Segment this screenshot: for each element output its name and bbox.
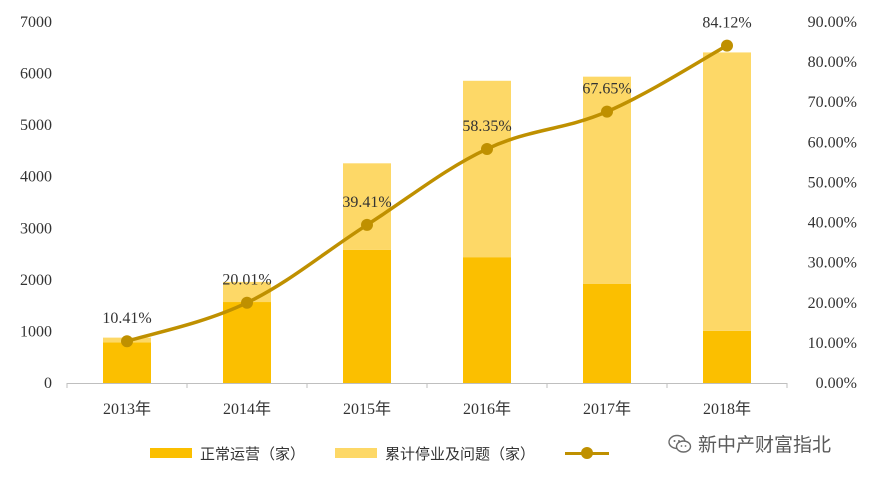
bar-normal	[223, 302, 271, 383]
rate-point	[721, 39, 733, 52]
rate-label: 10.41%	[102, 310, 151, 327]
rate-point	[601, 105, 613, 118]
rate-point	[361, 218, 373, 231]
legend-swatch-rate	[565, 447, 610, 459]
rate-label: 39.41%	[342, 194, 391, 211]
right-tick-label: 90.00%	[808, 14, 857, 31]
right-tick-label: 10.00%	[808, 335, 857, 352]
line-series	[121, 39, 733, 348]
legend-item-rate	[565, 447, 610, 459]
bar-normal	[343, 249, 391, 383]
legend-item-normal: 正常运营（家）	[150, 443, 305, 464]
bar-normal	[463, 257, 511, 383]
left-axis-ticks: 0 1000 2000 3000 4000 5000 6000 7000	[20, 14, 52, 392]
left-tick-label: 1000	[20, 323, 52, 340]
x-tick-label: 2015年	[343, 400, 391, 418]
x-tick-label: 2014年	[223, 400, 271, 418]
right-tick-label: 50.00%	[808, 174, 857, 191]
watermark: 新中产财富指北	[668, 430, 831, 457]
bar-closed	[703, 52, 751, 331]
legend: 正常运营（家） 累计停业及问题（家）	[150, 438, 610, 468]
rate-label: 58.35%	[462, 118, 511, 135]
x-tick-label: 2016年	[463, 400, 511, 418]
left-tick-label: 5000	[20, 117, 52, 134]
right-tick-label: 30.00%	[808, 255, 857, 272]
wechat-icon	[668, 434, 692, 453]
bar-series	[103, 52, 751, 383]
rate-label: 20.01%	[222, 272, 271, 289]
rate-label: 84.12%	[702, 15, 751, 32]
x-tick-label: 2018年	[703, 400, 751, 418]
right-tick-label: 20.00%	[808, 295, 857, 312]
right-tick-label: 70.00%	[808, 94, 857, 111]
bar-closed	[463, 80, 511, 258]
watermark-text: 新中产财富指北	[698, 434, 832, 456]
x-tick-label: 2017年	[583, 400, 631, 418]
right-tick-label: 0.00%	[816, 375, 857, 392]
right-tick-label: 40.00%	[808, 215, 857, 232]
bar-normal	[703, 330, 751, 383]
legend-label-closed: 累计停业及问题（家）	[385, 444, 536, 463]
line-data-labels: 10.41% 20.01% 39.41% 58.35% 67.65% 84.12%	[102, 15, 751, 328]
x-axis-ticks: 2013年 2014年 2015年 2016年 2017年 2018年	[66, 383, 788, 418]
bar-normal	[103, 342, 151, 383]
rate-label: 67.65%	[582, 81, 631, 98]
left-tick-label: 4000	[20, 169, 52, 186]
x-tick-label: 2013年	[103, 400, 151, 418]
right-axis-ticks: 0.00% 10.00% 20.00% 30.00% 40.00% 50.00% 60.00…	[808, 14, 857, 392]
left-tick-label: 6000	[20, 66, 52, 83]
rate-point	[241, 296, 253, 309]
right-tick-label: 60.00%	[808, 134, 857, 151]
right-tick-label: 80.00%	[808, 54, 857, 71]
legend-item-closed: 累计停业及问题（家）	[335, 443, 535, 464]
left-tick-label: 2000	[20, 272, 52, 289]
legend-label-normal: 正常运营（家）	[200, 444, 306, 463]
left-tick-label: 0	[44, 375, 52, 392]
legend-swatch-closed	[335, 448, 378, 458]
left-tick-label: 3000	[20, 220, 52, 237]
rate-point	[121, 335, 133, 348]
bar-normal	[583, 283, 631, 383]
rate-line	[126, 44, 728, 343]
left-tick-label: 7000	[20, 14, 52, 31]
rate-point	[481, 142, 493, 155]
legend-swatch-normal	[150, 448, 192, 458]
